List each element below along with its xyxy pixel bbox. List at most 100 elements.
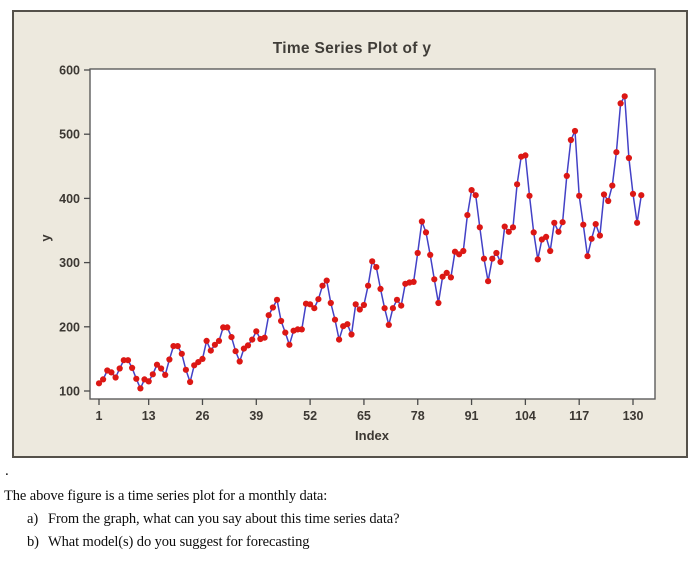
data-point: [228, 334, 235, 341]
data-point: [629, 190, 637, 197]
data-point: [571, 127, 579, 135]
data-point: [505, 228, 512, 235]
x-tick-label: 39: [249, 409, 263, 423]
data-point: [567, 136, 575, 144]
data-point: [576, 192, 583, 199]
x-tick-label: 1: [96, 409, 103, 423]
x-tick-label: 65: [357, 409, 371, 423]
data-point: [398, 302, 405, 309]
data-point: [526, 192, 533, 199]
data-point: [108, 369, 115, 376]
data-point: [555, 228, 562, 235]
data-point: [319, 282, 326, 289]
x-tick-label: 13: [142, 409, 156, 423]
data-point: [638, 192, 645, 199]
data-point: [617, 100, 624, 107]
chart-title: Time Series Plot of y: [273, 40, 432, 57]
data-point: [199, 355, 206, 362]
data-point: [435, 299, 442, 307]
data-point: [187, 378, 194, 386]
data-point: [493, 249, 500, 257]
data-point: [369, 258, 376, 265]
data-point: [153, 361, 161, 368]
data-point: [596, 232, 604, 239]
data-point: [124, 357, 132, 364]
data-point: [133, 375, 140, 382]
data-point: [129, 364, 136, 371]
data-point: [261, 334, 268, 341]
data-point: [211, 341, 218, 348]
data-point: [580, 221, 587, 228]
data-point: [427, 251, 434, 258]
x-tick-label: 104: [515, 409, 536, 423]
data-point: [485, 278, 492, 285]
data-point: [207, 347, 214, 354]
data-point: [472, 192, 479, 199]
data-point: [551, 219, 558, 226]
data-point: [389, 305, 396, 312]
data-point: [278, 317, 285, 325]
data-point: [509, 224, 517, 231]
y-tick-label: 500: [59, 128, 80, 142]
data-point: [410, 278, 417, 285]
item-b-marker: b): [27, 534, 39, 550]
data-point: [100, 376, 107, 383]
data-point: [356, 306, 363, 313]
data-point: [137, 385, 144, 392]
data-point: [331, 316, 339, 323]
caption-item-a: a) From the graph, what can you say abou…: [27, 511, 400, 528]
data-point: [497, 258, 504, 266]
data-point: [501, 223, 508, 230]
data-point: [249, 336, 256, 343]
data-point: [381, 305, 388, 312]
y-tick-label: 200: [59, 320, 80, 334]
x-axis-label: Index: [355, 428, 390, 443]
data-point: [443, 269, 450, 276]
data-point: [215, 337, 223, 344]
stray-period: .: [5, 463, 9, 479]
plot-area: [89, 68, 656, 400]
data-point: [149, 371, 156, 378]
data-point: [613, 149, 620, 156]
data-point: [464, 212, 471, 219]
data-point: [377, 285, 384, 292]
data-point: [584, 253, 591, 260]
data-point: [269, 304, 276, 311]
data-point: [588, 235, 595, 242]
data-point: [563, 172, 570, 179]
data-point: [182, 366, 189, 373]
x-tick-label: 117: [569, 409, 589, 423]
item-a-marker: a): [27, 511, 39, 527]
data-point: [592, 221, 599, 228]
data-point: [315, 296, 322, 303]
data-point: [253, 328, 260, 335]
x-tick-label: 130: [623, 409, 644, 423]
data-point: [543, 233, 550, 240]
y-tick-label: 100: [59, 385, 80, 399]
data-point: [431, 276, 438, 283]
data-point: [385, 321, 392, 328]
data-point: [307, 301, 314, 308]
y-tick-label: 300: [59, 256, 80, 270]
time-series-figure: Time Series Plot of y 100 200 300 400 500 600…: [12, 10, 688, 458]
y-tick-label: 400: [59, 192, 80, 206]
data-series: [95, 93, 645, 392]
data-point: [460, 247, 467, 255]
data-point: [336, 336, 343, 343]
data-point: [530, 229, 537, 236]
y-ticks: 100 200 300 400 500 600: [59, 64, 90, 399]
data-point: [298, 326, 305, 333]
data-point: [439, 273, 446, 280]
data-point: [286, 341, 293, 348]
data-point: [480, 255, 488, 262]
data-point: [468, 187, 475, 194]
data-point: [145, 378, 152, 385]
data-point: [348, 331, 355, 338]
data-point: [559, 219, 566, 226]
data-point: [476, 224, 483, 231]
data-point: [514, 181, 521, 188]
time-series-chart: Time Series Plot of y 100 200 300 400 500 600…: [38, 40, 656, 443]
data-point: [605, 197, 612, 205]
data-point: [116, 365, 123, 372]
data-point: [203, 337, 210, 344]
